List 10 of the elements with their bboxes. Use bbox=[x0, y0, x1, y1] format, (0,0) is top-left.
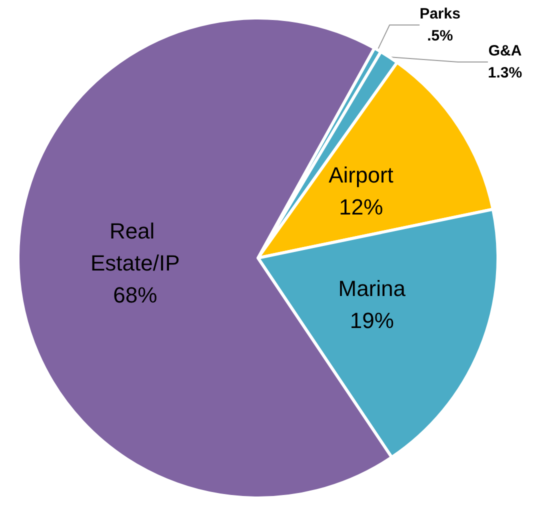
slice-label: Marina bbox=[338, 276, 406, 302]
data-label: .5% bbox=[427, 28, 453, 44]
data-label: 68% bbox=[113, 282, 158, 308]
slice-label: Real Estate/IP bbox=[90, 218, 180, 276]
slice-label: Parks bbox=[420, 6, 460, 22]
slice-label: Airport bbox=[328, 162, 394, 188]
data-label: 12% bbox=[338, 194, 384, 220]
data-label: 19% bbox=[350, 308, 394, 334]
data-label: 1.3% bbox=[488, 64, 522, 82]
slice-label: G&A bbox=[488, 42, 522, 60]
